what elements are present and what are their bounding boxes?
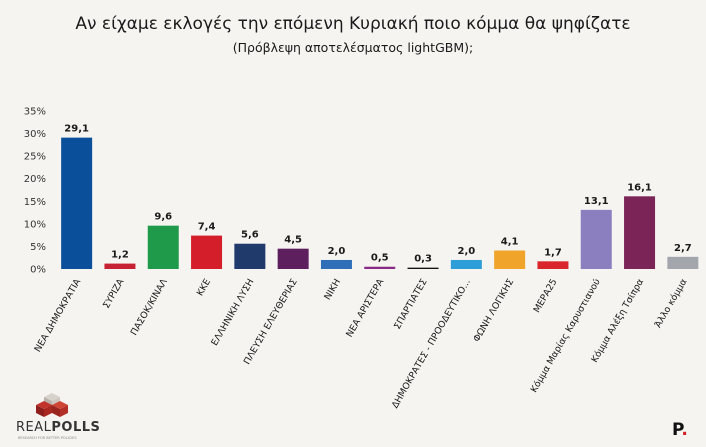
bar-value-label: 4,5: [284, 235, 302, 246]
y-tick-label: 15%: [24, 197, 46, 208]
bar-value-label: 0,3: [414, 254, 432, 265]
bar-value-label: 1,7: [544, 247, 562, 258]
bar-value-label: 0,5: [371, 253, 389, 264]
x-tick-label: ΠΑΣΟΚ/ΚΙΝΑΛ: [129, 276, 171, 337]
data-labels: 29,1 1,2 9,6 7,4 5,6 4,5 2,0 0,5 0,3 2,0 4,1 1,7 13,…: [64, 124, 691, 265]
bar-value-label: 7,4: [198, 222, 216, 233]
x-tick-label: ΔΗΜΟΚΡΑΤΕΣ - ΠΡΟΟΔΕΥΤΙΚΟ...: [390, 277, 473, 410]
stacked-cubes-logo-icon: [36, 393, 68, 417]
bar: [147, 225, 179, 269]
bar-value-label: 2,7: [674, 243, 692, 254]
y-tick-label: 10%: [24, 219, 46, 230]
bar-value-label: 29,1: [64, 124, 89, 135]
y-tick-label: 5%: [30, 242, 46, 253]
chart-subtitle: (Πρόβλεψη αποτελέσματος lightGBM);: [232, 40, 474, 55]
y-tick-label: 35%: [24, 107, 46, 118]
x-tick-label: ΝΕΑ ΔΗΜΟΚΡΑΤΙΑ: [32, 276, 83, 354]
x-tick-label: Άλλο κόμμα: [653, 277, 690, 330]
x-tick-label: ΣΥΡΙΖΑ: [101, 276, 127, 310]
x-tick-label: ΚΚΕ: [195, 277, 214, 298]
y-axis: 0% 5% 10% 15% 20% 25% 30% 35%: [24, 107, 46, 276]
bar: [450, 259, 482, 269]
x-tick-label: ΣΠΑΡΤΙΑΤΕΣ: [392, 277, 430, 331]
bar-value-label: 1,2: [111, 250, 129, 261]
bar: [624, 196, 656, 269]
bar: [667, 256, 699, 269]
x-tick-label: ΕΛΛΗΝΙΚΗ ΛΥΣΗ: [209, 277, 256, 348]
bars: [61, 137, 699, 269]
bar-value-label: 16,1: [627, 182, 652, 193]
y-tick-label: 20%: [24, 174, 46, 185]
bar-value-label: 9,6: [154, 212, 172, 223]
bar-value-label: 2,0: [328, 246, 346, 257]
bar: [537, 261, 569, 269]
bar: [320, 259, 352, 269]
bar: [61, 137, 93, 269]
realpolls-logo: REALPOLLS: [16, 420, 101, 435]
x-axis-labels: ΝΕΑ ΔΗΜΟΚΡΑΤΙΑ ΣΥΡΙΖΑ ΠΑΣΟΚ/ΚΙΝΑΛ ΚΚΕΕΛΛΗΝΙ…: [32, 276, 689, 410]
realpolls-tagline: RESEARCH FOR BETTER POLICIES: [18, 436, 77, 440]
y-tick-label: 25%: [24, 152, 46, 163]
bar: [580, 209, 612, 269]
bar: [494, 250, 526, 269]
y-tick-label: 0%: [30, 265, 46, 276]
x-tick-label: ΦΩΝΗ ΛΟΓΙΚΗΣ: [471, 277, 516, 344]
bar-value-label: 2,0: [457, 246, 475, 257]
bar: [364, 266, 396, 269]
bar-value-label: 4,1: [501, 236, 519, 247]
x-tick-label: ΝΙΚΗ: [322, 277, 343, 302]
y-tick-label: 30%: [24, 129, 46, 140]
chart-title: Αν είχαμε εκλογές την επόμενη Κυριακή πο…: [75, 14, 631, 34]
publisher-logo: P.: [672, 420, 688, 440]
bar-value-label: 13,1: [584, 196, 609, 207]
bar: [191, 235, 223, 269]
bar: [407, 267, 439, 269]
bar: [234, 243, 266, 269]
bar-value-label: 5,6: [241, 230, 259, 241]
x-tick-label: ΜΕΡΑ25: [531, 277, 559, 315]
x-tick-label: ΝΕΑ ΑΡΙΣΤΕΡΑ: [344, 276, 387, 339]
bar: [277, 248, 309, 269]
bar: [104, 263, 136, 269]
